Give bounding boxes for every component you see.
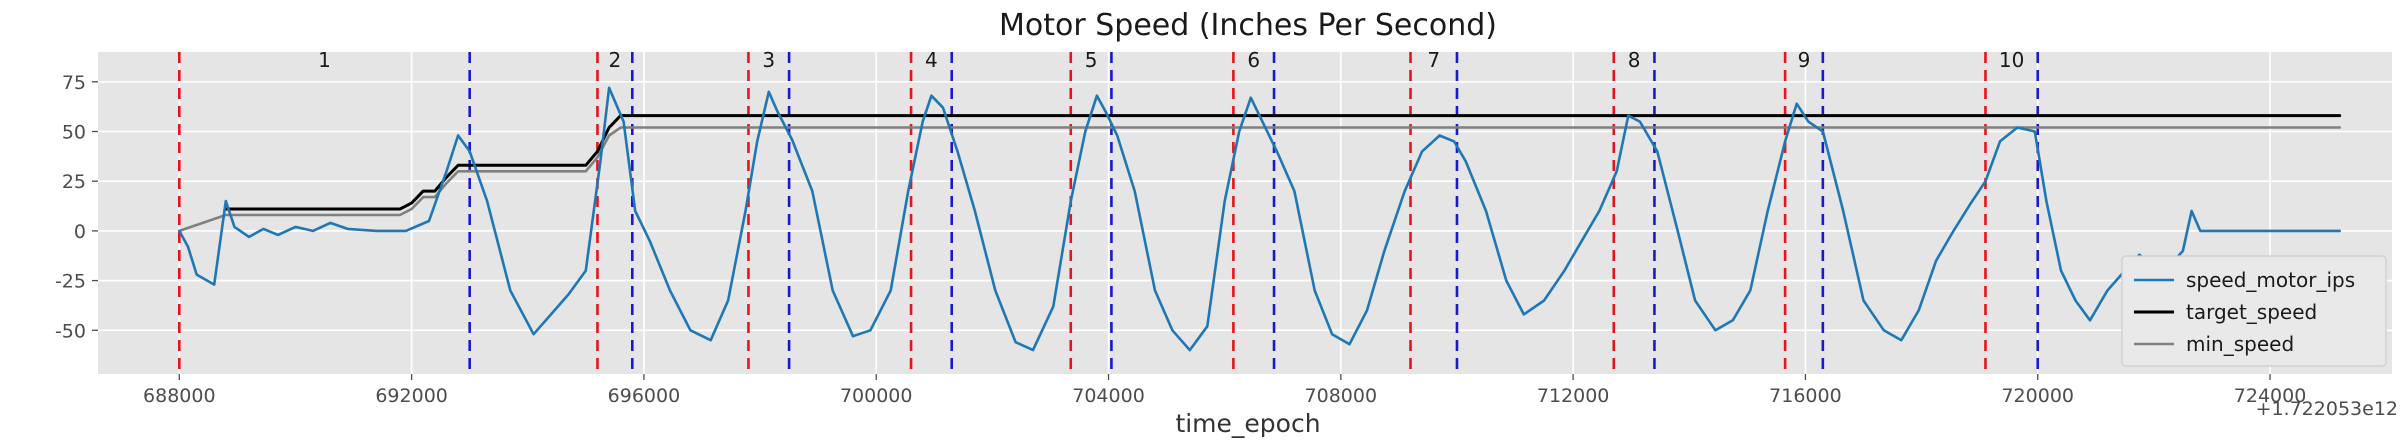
segment-label: 8: [1628, 48, 1641, 72]
series-lines: [178, 86, 2342, 352]
legend-label: speed_motor_ips: [2186, 268, 2355, 292]
x-tick-label: 688000: [143, 385, 216, 407]
series-line-target-speed: [224, 114, 2342, 211]
x-tick-label: 712000: [1537, 385, 1610, 407]
legend-label: min_speed: [2186, 332, 2294, 356]
segment-label: 3: [762, 48, 775, 72]
x-tick-label: 708000: [1305, 385, 1378, 407]
segment-labels: 1 2 3 4 5 6 7 8 9 10: [318, 48, 2024, 72]
x-tick-label: 720000: [2001, 385, 2074, 407]
segment-label: 7: [1427, 48, 1440, 72]
x-tick-label: 704000: [1072, 385, 1145, 407]
x-axis-offset: +1.722053e12: [2256, 398, 2398, 420]
segment-label: 1: [318, 48, 331, 72]
grid-lines: [98, 52, 2392, 374]
legend: speed_motor_ips target_speed min_speed: [2121, 255, 2387, 367]
legend-label: target_speed: [2186, 300, 2317, 324]
segment-label: 10: [1999, 48, 2024, 72]
segment-label: 6: [1247, 48, 1260, 72]
series-line-min-speed: [178, 126, 2341, 233]
x-tick-label: 696000: [608, 385, 681, 407]
x-axis-label: time_epoch: [1175, 409, 1320, 438]
y-tick-label: 0: [74, 221, 86, 243]
x-tick-label: 700000: [840, 385, 913, 407]
x-tick-label: 716000: [1769, 385, 1842, 407]
chart-title: Motor Speed (Inches Per Second): [999, 8, 1497, 43]
segment-label: 9: [1798, 48, 1811, 72]
x-tick-label: 724000: [2234, 385, 2307, 407]
y-tick-label: -25: [55, 271, 86, 293]
series-line-speed-motor-ips: [178, 86, 2341, 352]
y-tick-label: 25: [62, 171, 86, 193]
legend-box: [2121, 255, 2387, 367]
y-tick-label: 50: [62, 122, 86, 144]
y-axis-ticks: -50 -25 0 25 50 75: [55, 72, 98, 342]
segment-label: 4: [925, 48, 938, 72]
plot-area: [98, 52, 2392, 374]
segment-label: 5: [1085, 48, 1098, 72]
x-tick-label: 692000: [375, 385, 448, 407]
y-tick-label: 75: [62, 72, 86, 94]
y-tick-label: -50: [55, 320, 86, 342]
x-axis-ticks: 688000 692000 696000 700000 704000 708000 7120…: [143, 374, 2306, 407]
segment-label: 2: [609, 48, 622, 72]
